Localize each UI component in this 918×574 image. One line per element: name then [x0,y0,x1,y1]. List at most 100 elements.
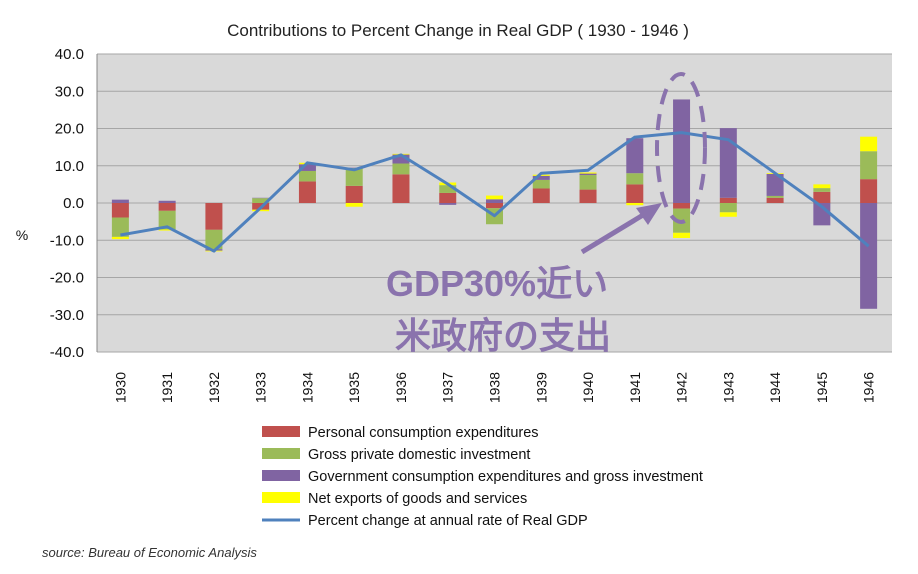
bar-1940-series-1 [579,175,597,190]
bar-1944-series-0 [766,197,784,203]
bar-1938-series-3 [486,195,503,200]
bar-1939-series-2 [532,175,550,180]
source-note: source: Bureau of Economic Analysis [42,545,257,560]
bar-1935-series-3 [345,203,363,207]
x-tick-label: 1939 [533,372,549,403]
legend-label-0: Personal consumption expenditures [308,425,539,441]
bar-1934-series-1 [298,170,316,182]
bar-1938-series-0 [486,203,503,209]
bar-1940-series-0 [579,189,597,203]
bar-1946-series-3 [860,136,878,152]
x-tick-label: 1932 [206,372,222,403]
highlight-ellipse [655,72,707,224]
annotation-arrow-shaft [580,209,650,255]
bar-1937-series-2 [439,203,457,205]
legend-label-line: Percent change at annual rate of Real GD… [308,513,588,529]
annotation: GDP30%近い 米政府の支出 [386,72,707,356]
bar-1939-series-0 [532,188,550,203]
annotation-line-2: 米政府の支出 [395,315,611,356]
bar-1934-series-2 [298,164,316,171]
y-tick-label: -10.0 [50,232,84,249]
x-tick-label: 1943 [720,372,736,403]
bar-1940-series-2 [579,173,597,176]
bar-1935-series-1 [345,167,363,186]
bar-1946-series-1 [860,151,878,180]
bar-1946-series-0 [860,179,878,203]
y-tick-label: 30.0 [55,83,84,100]
x-tick-label: 1940 [580,372,596,403]
bar-1941-series-0 [626,184,644,203]
x-tick-label: 1938 [487,372,503,403]
x-tick-label: 1944 [767,372,783,403]
bar-1936-series-2 [392,154,410,164]
bar-1940-series-3 [579,172,597,174]
chart-title: Contributions to Percent Change in Real … [227,21,689,40]
x-axis-ticks: 1930 1931 1932 1933 1934 1935 1936 1937 1938 1939… [112,372,876,403]
bar-1944-series-2 [766,173,784,196]
x-tick-label: 1942 [674,372,690,403]
x-tick-label: 1930 [112,372,128,403]
bar-1931-series-0 [158,203,176,211]
bar-1941-series-3 [626,203,644,206]
y-tick-label: 10.0 [55,158,84,175]
bar-1930-series-3 [111,236,129,240]
bar-1941-series-2 [626,138,644,174]
bar-1937-series-1 [439,185,457,193]
x-tick-label: 1946 [861,372,877,403]
bar-1932-series-0 [205,203,223,230]
legend-swatch-2 [262,470,300,481]
x-tick-label: 1935 [346,372,362,403]
legend-label-3: Net exports of goods and services [308,491,527,507]
bar-1942-series-2 [673,99,691,203]
bar-1945-series-0 [813,191,831,203]
bar-1945-series-3 [813,184,831,189]
bar-1943-series-0 [719,197,737,203]
bar-1936-series-1 [392,163,410,175]
legend-label-1: Gross private domestic investment [308,447,530,463]
bar-1930-series-0 [111,203,129,218]
bar-1931-series-3 [158,229,176,231]
x-tick-label: 1931 [159,372,175,403]
bars [111,99,878,309]
bar-1946-series-2 [860,203,878,309]
gdp-line [120,131,870,253]
legend: Personal consumption expenditures Gross p… [262,425,703,529]
x-tick-label: 1945 [814,372,830,403]
bar-1930-series-1 [111,217,129,237]
y-axis-label: % [16,227,28,243]
x-tick-label: 1937 [440,372,456,403]
bar-1943-series-1 [719,203,737,213]
bar-1934-series-0 [298,181,316,203]
bar-1930-series-2 [111,199,129,203]
bar-1936-series-0 [392,174,410,203]
bar-1945-series-1 [813,188,831,192]
bar-1943-series-2 [719,128,737,198]
y-tick-label: 40.0 [55,46,84,63]
bar-1941-series-1 [626,173,644,185]
x-tick-label: 1941 [627,372,643,403]
legend-swatch-1 [262,448,300,459]
bar-1943-series-3 [719,212,737,217]
legend-swatch-0 [262,426,300,437]
bar-1937-series-0 [439,192,457,203]
legend-swatch-3 [262,492,300,503]
y-tick-label: 20.0 [55,121,84,138]
y-tick-label: 0.0 [63,195,84,212]
bar-1933-series-3 [252,209,270,212]
gdp-line-path [120,131,870,253]
legend-label-2: Government consumption expenditures and … [308,469,703,485]
bar-1935-series-0 [345,185,363,203]
bar-1942-series-3 [673,232,691,239]
x-tick-label: 1936 [393,372,409,403]
x-tick-label: 1933 [253,372,269,403]
x-tick-label: 1934 [299,372,315,403]
annotation-arrow-head [636,203,662,225]
bar-1942-series-0 [673,203,691,209]
bar-1932-series-1 [205,229,223,250]
bar-1931-series-2 [158,200,176,203]
bar-1938-series-2 [486,199,503,203]
bar-1944-series-1 [766,195,784,198]
y-tick-label: -40.0 [50,344,84,361]
y-tick-label: -30.0 [50,307,84,324]
